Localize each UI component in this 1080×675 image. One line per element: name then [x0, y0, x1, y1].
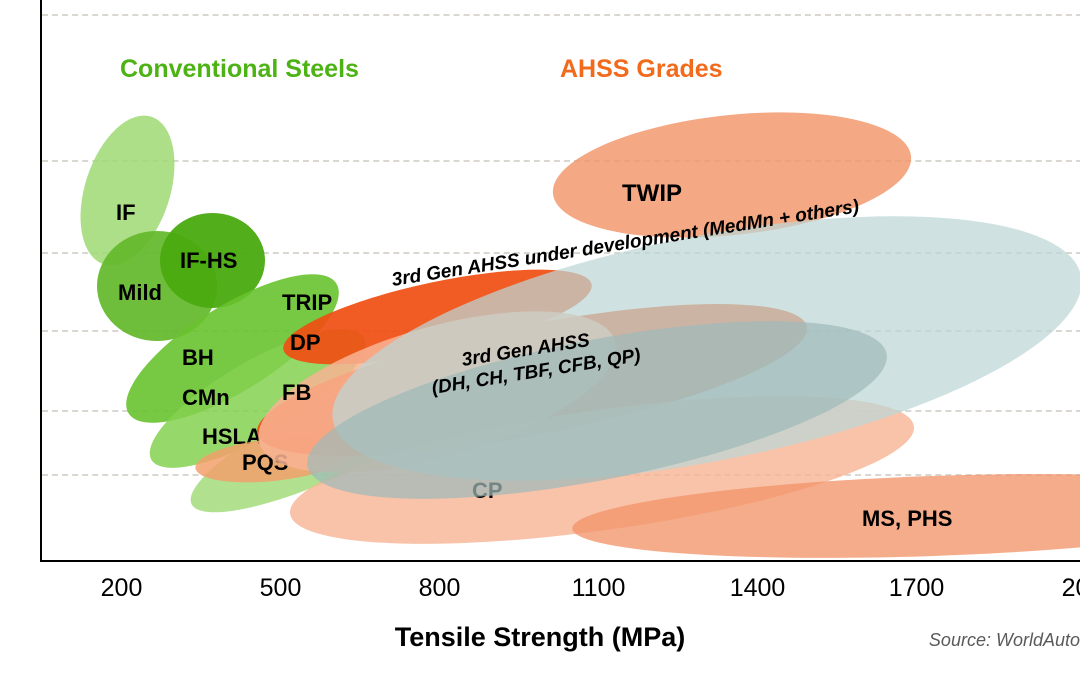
label-mild: Mild — [118, 280, 162, 306]
x-tick: 1100 — [572, 574, 626, 603]
label-twip: TWIP — [622, 180, 682, 208]
label-ifhs: IF-HS — [180, 248, 237, 274]
label-trip: TRIP — [282, 290, 332, 316]
x-tick: 1400 — [730, 574, 786, 603]
label-dp: DP — [290, 330, 321, 356]
label-if: IF — [116, 200, 136, 226]
gridline — [42, 14, 1080, 16]
legend-ahss: AHSS Grades — [560, 55, 723, 84]
x-tick: 200 — [101, 574, 143, 603]
gridline — [42, 160, 1080, 162]
label-msphs: MS, PHS — [862, 506, 952, 532]
plot-area: 20050080011001400170020IFMildIF-HSBHCMnH… — [40, 0, 1080, 562]
x-tick: 500 — [260, 574, 302, 603]
label-fb: FB — [282, 380, 311, 406]
x-tick: 800 — [419, 574, 461, 603]
label-cmn: CMn — [182, 385, 230, 411]
x-tick: 20 — [1062, 574, 1080, 603]
x-tick: 1700 — [889, 574, 945, 603]
label-bh: BH — [182, 345, 214, 371]
legend-conventional: Conventional Steels — [120, 55, 359, 84]
source-attribution: Source: WorldAuto — [929, 630, 1080, 651]
x-axis-label: Tensile Strength (MPa) — [0, 622, 1080, 653]
steel-banana-chart: 20050080011001400170020IFMildIF-HSBHCMnH… — [0, 0, 1080, 675]
